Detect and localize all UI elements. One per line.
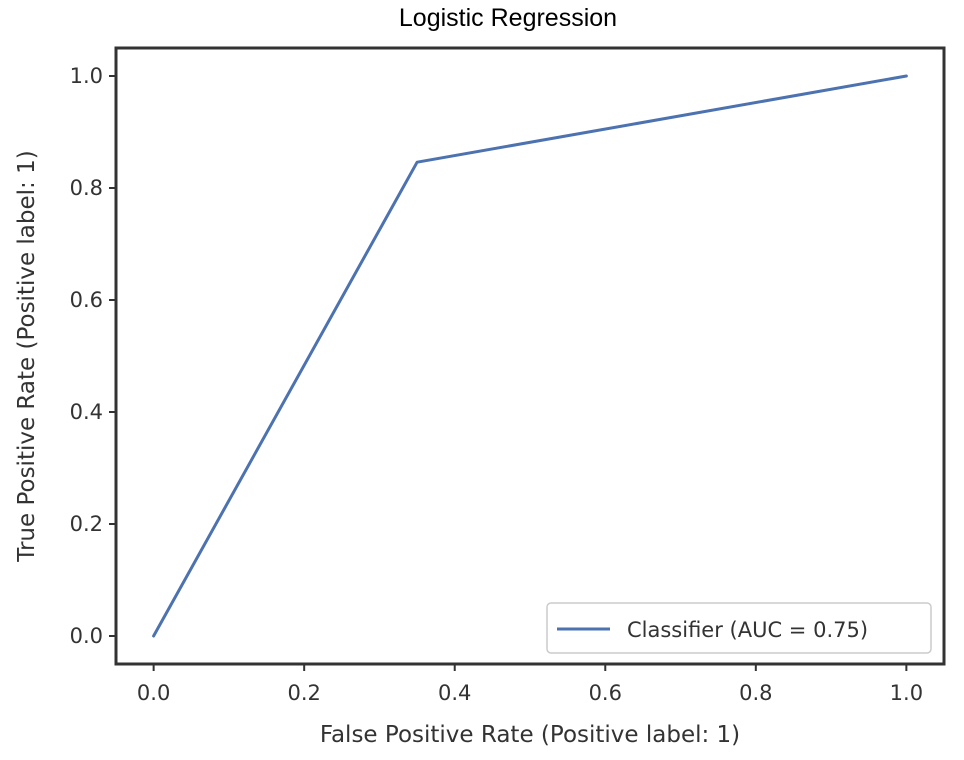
legend-box: [546, 602, 932, 654]
y-tick-label: 0.6: [70, 288, 103, 312]
chart-title: Logistic Regression: [399, 4, 617, 32]
y-tick-label: 0.0: [70, 624, 103, 648]
series-line-classifier: [152, 74, 908, 638]
legend: Classifier (AUC = 0.75): [546, 602, 932, 654]
plot-frame: [114, 46, 946, 666]
series-layer: [152, 74, 908, 638]
x-tick-label: 0.4: [438, 681, 471, 705]
ticks: 0.0 0.2 0.4 0.6 0.8 1.0 0.0 0.2 0.4 0.6 0.8 1.0: [70, 64, 923, 705]
y-tick-label: 0.2: [70, 512, 103, 536]
x-tick-label: 0.8: [739, 681, 772, 705]
y-tick-label: 0.8: [70, 176, 103, 200]
x-tick-label: 1.0: [890, 681, 923, 705]
y-tick-label: 1.0: [70, 64, 103, 88]
y-tick-label: 0.4: [70, 400, 103, 424]
x-axis-label: False Positive Rate (Positive label: 1): [320, 722, 740, 748]
x-tick-label: 0.0: [137, 681, 170, 705]
y-axis-label: True Positive Rate (Positive label: 1): [14, 150, 40, 562]
legend-label-classifier: Classifier (AUC = 0.75): [627, 618, 868, 642]
x-tick-label: 0.6: [589, 681, 622, 705]
x-tick-label: 0.2: [287, 681, 320, 705]
